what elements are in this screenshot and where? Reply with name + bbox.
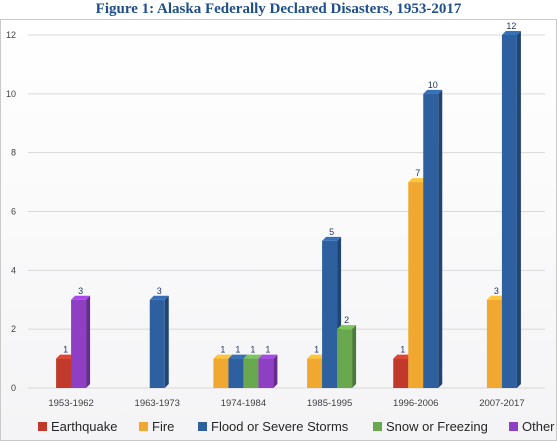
bar-flood-or-severe-storms-1963-1973 (149, 299, 165, 388)
bar-fire-1996-2006 (408, 182, 424, 388)
y-tick-label: 6 (11, 207, 16, 217)
data-label: 1 (314, 345, 319, 355)
data-label: 2 (344, 315, 349, 325)
x-tick-label: 1985-1995 (307, 398, 352, 409)
x-tick-label: 2007-2017 (479, 398, 524, 409)
bar-fire-1985-1995 (307, 358, 323, 388)
data-label: 12 (506, 21, 516, 31)
data-label: 3 (157, 286, 162, 296)
legend-swatch (38, 422, 47, 431)
data-label: 1 (400, 345, 405, 355)
y-tick-label: 2 (11, 324, 16, 334)
legend-swatch (373, 422, 382, 431)
y-tick-label: 8 (11, 148, 16, 158)
bar-flood-or-severe-storms-2007-2017-side (516, 31, 521, 388)
data-label: 1 (265, 345, 270, 355)
legend-label: Snow or Freezing (386, 419, 488, 434)
bar-flood-or-severe-storms-1963-1973-side (164, 295, 169, 388)
bar-fire-1974-1984-top (213, 354, 233, 359)
y-tick-label: 0 (11, 383, 16, 393)
x-tick-label: 1996-2006 (393, 398, 438, 409)
bar-flood-or-severe-storms-1996-2006-side (438, 89, 443, 388)
data-label: 1 (235, 345, 240, 355)
bar-fire-1985-1995-top (307, 354, 327, 359)
chart-title: Figure 1: Alaska Federally Declared Disa… (95, 1, 462, 17)
legend-swatch (139, 422, 148, 431)
data-label: 7 (415, 168, 420, 178)
y-tick-label: 4 (11, 265, 16, 275)
bar-fire-2007-2017 (486, 299, 502, 388)
x-tick-label: 1974-1984 (221, 398, 266, 409)
bar-fire-1996-2006-top (408, 178, 428, 183)
bar-flood-or-severe-storms-1963-1973-top (149, 295, 169, 300)
legend-swatch (198, 422, 207, 431)
bar-snow-or-freezing-1974-1984 (243, 358, 259, 388)
data-label: 1 (250, 345, 255, 355)
bar-snow-or-freezing-1985-1995-side (352, 325, 357, 388)
bar-other-1974-1984-top (258, 354, 278, 359)
y-tick-label: 12 (6, 30, 16, 40)
y-tick-label: 10 (6, 89, 16, 99)
legend-label: Flood or Severe Storms (211, 419, 349, 434)
bar-other-1953-1962 (71, 299, 87, 388)
x-tick-label: 1963-1973 (135, 398, 180, 409)
bar-other-1953-1962-side (86, 295, 91, 388)
bar-flood-or-severe-storms-1985-1995 (322, 240, 338, 388)
x-tick-label: 1953-1962 (48, 398, 93, 409)
legend-label: Other (522, 419, 555, 434)
legend-label: Fire (152, 419, 174, 434)
bar-snow-or-freezing-1985-1995-top (337, 325, 357, 330)
data-label: 1 (220, 345, 225, 355)
bar-flood-or-severe-storms-1996-2006-top (423, 89, 443, 94)
data-label: 1 (63, 345, 68, 355)
data-label: 10 (428, 80, 438, 90)
data-label: 5 (329, 227, 334, 237)
legend-label: Earthquake (51, 419, 118, 434)
bar-earthquake-1953-1962 (56, 358, 72, 388)
bar-other-1974-1984 (258, 358, 274, 388)
bar-flood-or-severe-storms-2007-2017 (501, 35, 517, 388)
bar-snow-or-freezing-1974-1984-top (243, 354, 263, 359)
bar-flood-or-severe-storms-1974-1984 (228, 358, 244, 388)
bar-flood-or-severe-storms-1974-1984-top (228, 354, 248, 359)
bar-flood-or-severe-storms-1985-1995-top (322, 236, 342, 241)
bar-fire-2007-2017-top (486, 295, 506, 300)
bar-earthquake-1953-1962-top (56, 354, 76, 359)
bar-fire-1974-1984 (213, 358, 229, 388)
bar-other-1953-1962-top (71, 295, 91, 300)
data-label: 3 (494, 286, 499, 296)
bar-snow-or-freezing-1985-1995 (337, 329, 353, 388)
data-label: 3 (78, 286, 83, 296)
bar-earthquake-1996-2006 (393, 358, 409, 388)
legend-swatch (509, 422, 518, 431)
bar-flood-or-severe-storms-1996-2006 (423, 93, 439, 388)
bar-earthquake-1996-2006-top (393, 354, 413, 359)
bar-flood-or-severe-storms-2007-2017-top (501, 31, 521, 35)
bar-other-1974-1984-side (273, 354, 278, 388)
